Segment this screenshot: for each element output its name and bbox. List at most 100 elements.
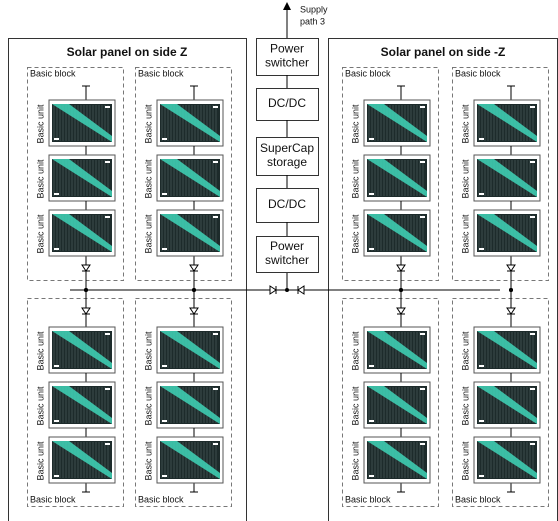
cell-tab	[162, 475, 167, 477]
cell-tab	[213, 216, 218, 218]
converter-label: switcher	[265, 253, 309, 267]
cell-tab	[213, 443, 218, 445]
block-label: Basic block	[345, 494, 391, 504]
cell-tab	[105, 161, 110, 163]
cell-tab	[162, 193, 167, 195]
cell-tab	[530, 443, 535, 445]
cell-tab	[420, 216, 425, 218]
cell-tab	[369, 475, 374, 477]
unit-label: Basic unit	[460, 386, 470, 426]
unit-label: Basic unit	[143, 331, 153, 371]
diode	[506, 307, 516, 315]
panel-frame	[8, 38, 247, 521]
converter-label: storage	[267, 155, 307, 169]
supply-label: path 3	[300, 16, 325, 26]
cell-tab	[369, 138, 374, 140]
cell-tab	[369, 365, 374, 367]
unit-label: Basic unit	[350, 214, 360, 254]
panel-title: Solar panel on side Z	[67, 45, 188, 59]
converter-label: SuperCap	[260, 141, 314, 155]
unit-label: Basic unit	[35, 441, 45, 481]
cell-shine	[367, 104, 427, 142]
cell-tab	[420, 443, 425, 445]
cell-shine	[52, 331, 112, 369]
basic-block	[452, 67, 549, 281]
cell-tab	[162, 420, 167, 422]
unit-label: Basic unit	[35, 214, 45, 254]
block-label: Basic block	[455, 494, 501, 504]
block-label: Basic block	[345, 68, 391, 78]
converter-label: Power	[270, 42, 304, 56]
cell-tab	[530, 216, 535, 218]
junction	[192, 288, 196, 292]
unit-label: Basic unit	[460, 441, 470, 481]
cell-tab	[420, 161, 425, 163]
unit-label: Basic unit	[350, 104, 360, 144]
unit-label: Basic unit	[35, 104, 45, 144]
junction	[509, 288, 513, 292]
cell-shine	[477, 386, 537, 424]
unit-label: Basic unit	[143, 386, 153, 426]
unit-label: Basic unit	[460, 214, 470, 254]
cell-tab	[530, 106, 535, 108]
cell-shine	[367, 386, 427, 424]
unit-label: Basic unit	[35, 159, 45, 199]
cell-tab	[213, 106, 218, 108]
cell-tab	[479, 248, 484, 250]
cell-shine	[367, 214, 427, 252]
cell-tab	[105, 333, 110, 335]
diode	[297, 285, 305, 295]
unit-label: Basic unit	[350, 331, 360, 371]
block-label: Basic block	[30, 494, 76, 504]
unit-label: Basic unit	[350, 386, 360, 426]
cell-shine	[477, 214, 537, 252]
cell-tab	[54, 475, 59, 477]
block-label: Basic block	[30, 68, 76, 78]
junction	[285, 288, 289, 292]
cell-tab	[479, 475, 484, 477]
cell-tab	[54, 248, 59, 250]
unit-label: Basic unit	[460, 104, 470, 144]
unit-label: Basic unit	[350, 441, 360, 481]
cell-tab	[213, 161, 218, 163]
unit-label: Basic unit	[460, 331, 470, 371]
converter-box	[256, 38, 319, 76]
cell-tab	[369, 193, 374, 195]
basic-block	[342, 67, 439, 281]
cell-tab	[213, 333, 218, 335]
diode	[396, 307, 406, 315]
converter-box	[256, 137, 319, 176]
junction	[84, 288, 88, 292]
unit-label: Basic unit	[35, 386, 45, 426]
cell-shine	[160, 331, 220, 369]
cell-tab	[479, 365, 484, 367]
converter-box	[256, 236, 319, 273]
basic-block	[27, 67, 124, 281]
cell-shine	[477, 104, 537, 142]
unit-label: Basic unit	[460, 159, 470, 199]
basic-block	[135, 67, 232, 281]
cell-shine	[367, 441, 427, 479]
basic-block	[452, 298, 549, 507]
unit-label: Basic unit	[143, 441, 153, 481]
cell-tab	[162, 248, 167, 250]
cell-tab	[479, 420, 484, 422]
cell-shine	[160, 441, 220, 479]
converter-label: DC/DC	[268, 197, 306, 211]
cell-tab	[530, 388, 535, 390]
converter-box	[256, 188, 319, 223]
cell-tab	[105, 388, 110, 390]
cell-shine	[52, 159, 112, 197]
block-label: Basic block	[455, 68, 501, 78]
block-label: Basic block	[138, 68, 184, 78]
cell-tab	[54, 138, 59, 140]
cell-shine	[160, 214, 220, 252]
diode	[189, 264, 199, 272]
unit-label: Basic unit	[35, 331, 45, 371]
cell-shine	[52, 386, 112, 424]
cell-shine	[367, 159, 427, 197]
cell-tab	[420, 388, 425, 390]
cell-tab	[479, 138, 484, 140]
cell-shine	[52, 214, 112, 252]
cell-shine	[160, 104, 220, 142]
